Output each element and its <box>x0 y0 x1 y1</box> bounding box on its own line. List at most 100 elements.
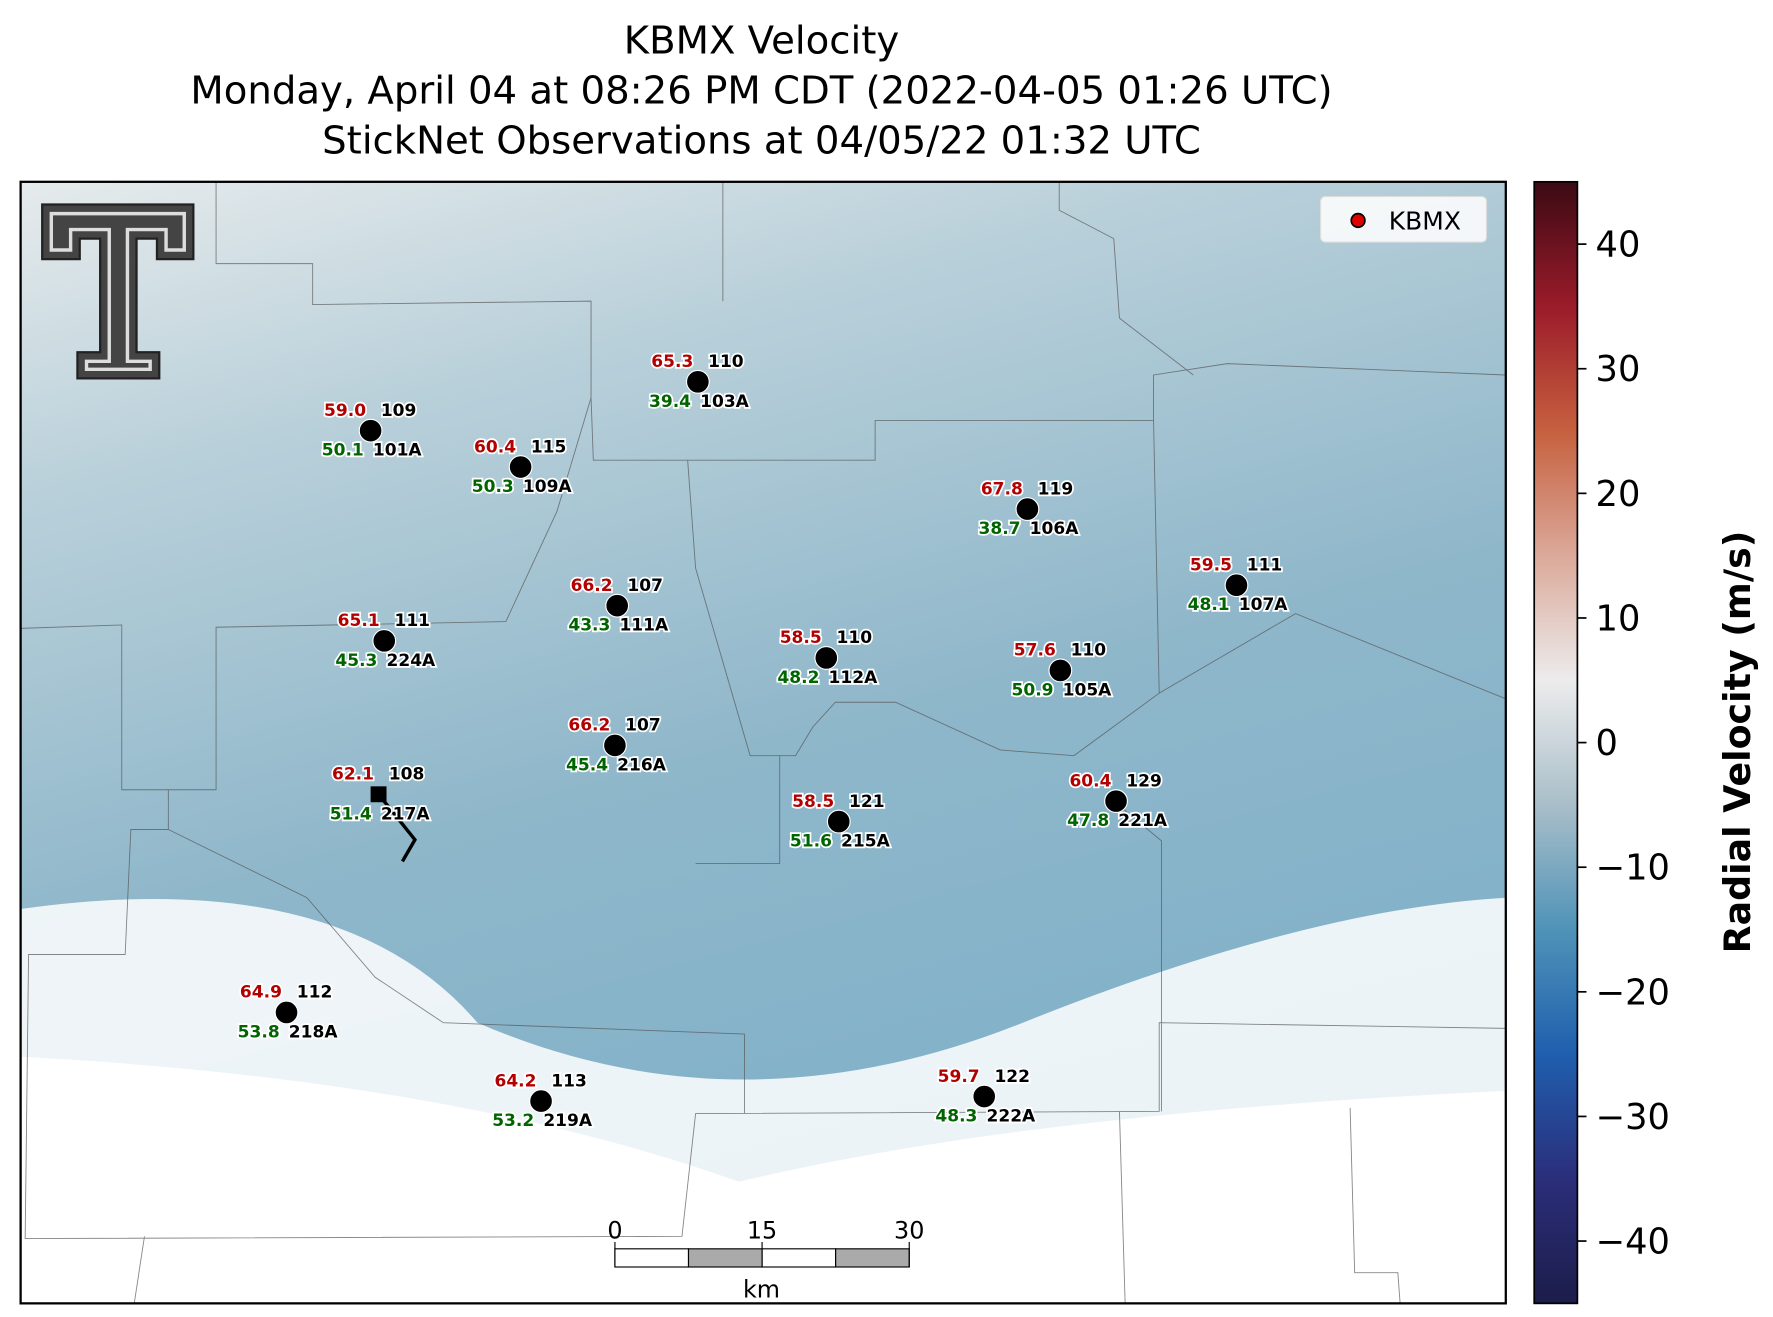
station-temperature: 58.5 <box>792 792 834 812</box>
station-marker <box>1015 497 1040 522</box>
colorbar-tick-label: 0 <box>1596 723 1618 764</box>
station-dewpoint: 39.4 <box>649 392 691 412</box>
county-lines <box>20 181 1506 1304</box>
station-dewpoint: 51.4 <box>330 804 372 824</box>
station-marker <box>508 455 533 479</box>
station-dewpoint: 50.1 <box>322 441 364 461</box>
scale-bar: km 0 15 30 <box>607 1217 924 1304</box>
colorbar <box>1533 180 1579 1305</box>
scale-tick-label: 15 <box>747 1217 777 1245</box>
station-direction: 119 <box>1038 479 1074 499</box>
station-temperature: 59.7 <box>938 1067 980 1087</box>
colorbar-tick-label: −40 <box>1596 1222 1670 1263</box>
station-direction: 112 <box>297 983 333 1003</box>
station-id: 219A <box>543 1111 593 1131</box>
station-direction: 115 <box>531 437 567 457</box>
station-id: 101A <box>373 441 423 461</box>
map-frame <box>19 180 1507 1305</box>
wind-barb <box>377 793 417 863</box>
station-temperature: 59.5 <box>1190 555 1232 575</box>
scale-tick-label: 30 <box>894 1217 924 1245</box>
station-direction: 107 <box>625 716 661 736</box>
station-temperature: 67.8 <box>981 479 1023 499</box>
station-temperature: 64.9 <box>240 983 282 1003</box>
title-line: KBMX Velocity <box>624 18 899 63</box>
colorbar-tick-label: 10 <box>1596 598 1641 639</box>
station-direction: 111 <box>1247 555 1283 575</box>
legend-label: KBMX <box>1389 207 1461 236</box>
station-id: 111A <box>619 616 669 636</box>
no-echo-region <box>20 1056 1506 1304</box>
station-temperature: 65.3 <box>651 352 693 372</box>
station-direction: 108 <box>389 765 425 785</box>
station-direction: 109 <box>381 401 417 421</box>
station-id: 216A <box>617 755 667 775</box>
station-id: 215A <box>841 832 891 852</box>
station-id: 107A <box>1239 595 1289 615</box>
station-dewpoint: 47.8 <box>1067 811 1109 831</box>
station-marker <box>358 418 383 443</box>
stations: 59.0 109 50.1 101A 60.4 115 50.3 109A 65.3 110 39.… <box>236 350 1290 1132</box>
station-direction: 129 <box>1126 771 1162 791</box>
station-temperature: 66.2 <box>571 576 613 596</box>
station-dewpoint: 45.4 <box>566 755 608 775</box>
station-id: 217A <box>381 804 431 824</box>
station-marker <box>605 593 630 618</box>
scale-segment <box>835 1248 910 1268</box>
station-marker <box>274 1000 299 1025</box>
station-id: 222A <box>986 1107 1036 1127</box>
station-dewpoint: 50.9 <box>1012 680 1054 700</box>
station-direction: 113 <box>551 1071 587 1091</box>
station-marker <box>1224 573 1249 598</box>
station-dewpoint: 53.8 <box>238 1022 280 1042</box>
station-marker <box>814 646 839 670</box>
legend: KBMX <box>1320 196 1488 243</box>
scale-unit: km <box>743 1276 780 1304</box>
station-marker <box>685 369 710 394</box>
station-marker <box>372 628 397 653</box>
station-dewpoint: 48.1 <box>1188 595 1230 615</box>
station-marker <box>1048 658 1073 683</box>
colorbar-ticks: 40 30 20 10 0 −10 −20 −30 −40 <box>1577 225 1670 1263</box>
colorbar-label: Radial Velocity (m/s) <box>1716 531 1759 954</box>
station-dewpoint: 48.2 <box>777 668 819 688</box>
station-direction: 110 <box>708 352 744 372</box>
station-direction: 110 <box>837 628 873 648</box>
scale-segment <box>614 1248 690 1268</box>
legend-marker <box>1350 212 1366 229</box>
station-temperature: 64.2 <box>494 1071 536 1091</box>
station-temperature: 60.4 <box>1069 771 1111 791</box>
station-dewpoint: 50.3 <box>472 477 514 497</box>
station-id: 218A <box>289 1022 339 1042</box>
legend-box <box>1320 196 1488 243</box>
scale-segment <box>687 1248 763 1268</box>
station-id: 105A <box>1063 680 1113 700</box>
station-direction: 122 <box>994 1067 1030 1087</box>
colorbar-tick-label: −10 <box>1596 848 1670 889</box>
scale-tick-label: 0 <box>607 1217 622 1245</box>
station-id: 112A <box>829 668 879 688</box>
station-marker <box>602 733 627 758</box>
station-dewpoint: 51.6 <box>790 832 832 852</box>
station-temperature: 60.4 <box>474 437 516 457</box>
station-dewpoint: 38.7 <box>979 519 1021 539</box>
station-temperature: 62.1 <box>332 765 374 785</box>
station-direction: 121 <box>849 792 885 812</box>
station-id: 221A <box>1118 811 1168 831</box>
station-temperature: 57.6 <box>1014 641 1056 661</box>
station-temperature: 59.0 <box>324 401 366 421</box>
station-id: 103A <box>700 392 750 412</box>
station-marker <box>826 809 851 834</box>
colorbar-tick-label: 40 <box>1596 225 1641 266</box>
station-direction: 111 <box>394 611 430 631</box>
station-id: 224A <box>387 651 437 671</box>
university-logo <box>41 203 195 380</box>
station-marker <box>529 1089 553 1114</box>
station-marker <box>1104 789 1128 814</box>
station-dewpoint: 53.2 <box>492 1111 534 1131</box>
title-line: Monday, April 04 at 08:26 PM CDT (2022-0… <box>190 68 1332 113</box>
station-id: 106A <box>1030 519 1080 539</box>
colorbar-tick-label: −30 <box>1596 1097 1670 1138</box>
station-temperature: 66.2 <box>568 716 610 736</box>
